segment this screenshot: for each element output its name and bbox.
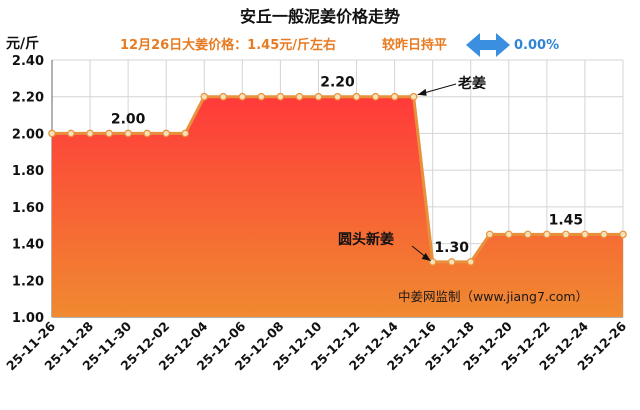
data-point xyxy=(371,92,380,101)
data-point xyxy=(200,92,209,101)
data-label: 1.30 xyxy=(434,240,469,256)
data-point xyxy=(485,230,494,239)
double-arrow-icon xyxy=(466,33,510,57)
data-point xyxy=(143,129,151,138)
data-point xyxy=(447,258,456,266)
data-label: 2.00 xyxy=(111,111,146,127)
data-point xyxy=(276,92,285,101)
change-label: 较昨日持平 xyxy=(382,37,447,53)
y-tick-label: 1.00 xyxy=(12,311,44,326)
y-tick-label: 1.80 xyxy=(12,164,44,179)
data-point xyxy=(352,92,361,101)
data-point xyxy=(333,92,342,101)
data-point xyxy=(105,129,113,138)
data-point xyxy=(86,129,94,138)
chart-subtitle: 12月26日大姜价格：1.45元/斤左右 xyxy=(120,37,336,53)
data-point xyxy=(295,92,304,101)
markers-layer xyxy=(48,92,627,266)
y-tick-label: 1.40 xyxy=(12,238,44,253)
y-tick-label: 2.00 xyxy=(12,127,44,142)
data-point xyxy=(428,258,437,266)
data-point xyxy=(504,230,513,239)
price-area xyxy=(52,96,623,317)
arrowhead xyxy=(417,88,427,96)
change-value: 0.00% xyxy=(514,38,559,53)
data-point xyxy=(562,230,570,239)
chart-title: 安丘一般泥姜价格走势 xyxy=(240,7,400,26)
data-point xyxy=(524,230,532,239)
data-point xyxy=(162,129,171,138)
text-layer: 安丘一般泥姜价格走势 12月26日大姜价格：1.45元/斤左右 较昨日持平 0.… xyxy=(6,7,588,304)
data-point xyxy=(181,129,190,138)
data-point xyxy=(238,92,247,101)
data-point xyxy=(390,92,399,101)
data-point xyxy=(314,92,323,101)
watermark: 中姜网监制（www.jiang7.com） xyxy=(398,289,588,304)
data-label: 2.20 xyxy=(320,75,355,91)
y-axis-label: 元/斤 xyxy=(6,35,39,52)
data-point xyxy=(48,129,56,138)
data-point xyxy=(466,258,475,266)
data-point xyxy=(543,230,551,239)
data-point xyxy=(600,230,608,239)
data-point xyxy=(124,129,132,138)
arrowhead xyxy=(421,252,431,261)
data-point xyxy=(619,230,627,239)
y-tick-label: 2.20 xyxy=(12,91,44,106)
data-point xyxy=(219,92,228,101)
data-point xyxy=(257,92,266,101)
data-point xyxy=(581,230,589,239)
data-point xyxy=(67,129,75,138)
data-label: 1.45 xyxy=(549,212,584,228)
annotation-new-ginger: 圆头新姜 xyxy=(338,231,394,248)
data-point xyxy=(409,92,418,101)
y-tick-label: 1.60 xyxy=(12,201,44,216)
annotation-old-ginger: 老姜 xyxy=(458,75,486,92)
y-tick-label: 1.20 xyxy=(12,274,44,289)
y-tick-label: 2.40 xyxy=(12,54,44,69)
